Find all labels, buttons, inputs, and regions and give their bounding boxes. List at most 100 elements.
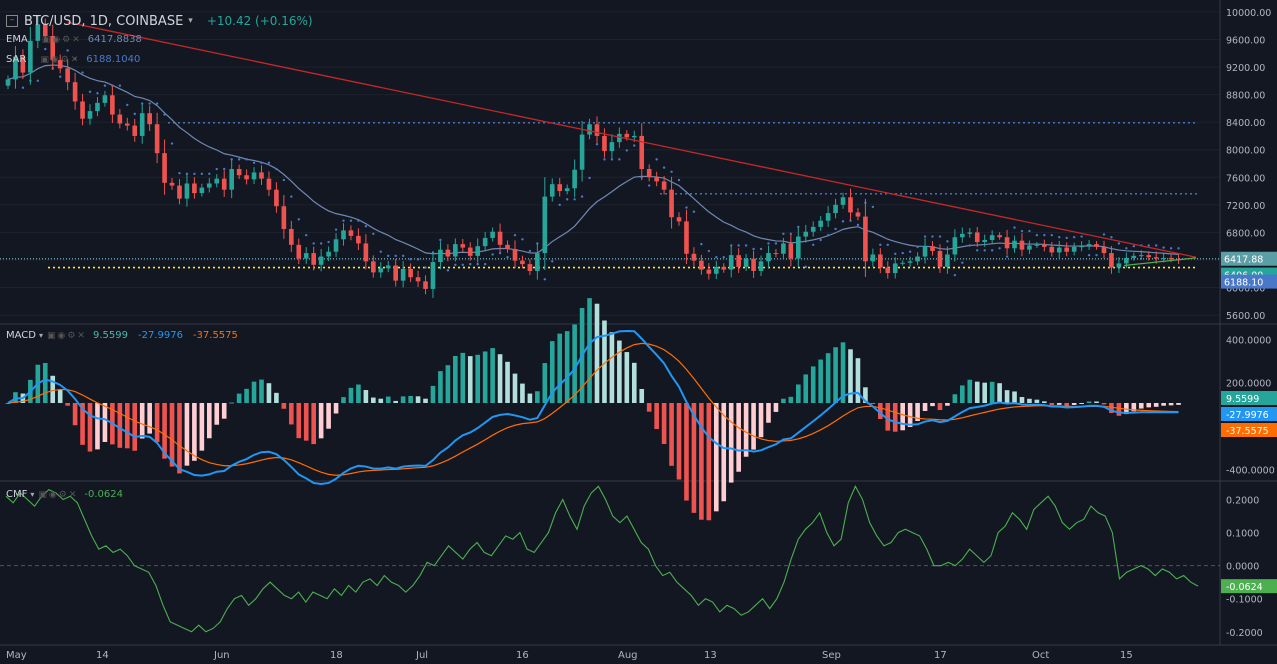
- candle-body: [982, 239, 988, 243]
- sar-dot: [901, 251, 904, 255]
- sar-dot: [797, 225, 800, 229]
- macd-histogram-bar: [1012, 391, 1017, 403]
- sar-dot: [744, 244, 748, 247]
- cmf-legend[interactable]: CMF ▾ ▣◉⚙✕ -0.0624: [6, 489, 123, 500]
- sar-dot: [908, 250, 912, 253]
- macd-legend[interactable]: MACD ▾ ▣◉⚙✕ 9.5599 -27.9976 -37.5575: [6, 330, 238, 341]
- macd-histogram-bar: [572, 324, 577, 403]
- sar-dot: [178, 171, 181, 175]
- macd-histogram-bar: [736, 403, 741, 472]
- sar-dot: [1162, 246, 1165, 249]
- chevron-down-icon[interactable]: ▾: [38, 331, 43, 340]
- macd-histogram-bar: [192, 403, 197, 461]
- sar-dot: [1072, 236, 1076, 239]
- candle-body: [557, 184, 563, 192]
- candle-body: [602, 135, 607, 152]
- sar-dot: [81, 71, 84, 74]
- macd-histogram-bar: [1004, 390, 1010, 403]
- candle-body: [892, 263, 898, 274]
- symbol-title[interactable]: BTC/USD, 1D, COINBASE: [24, 13, 184, 29]
- legend-controls-icon[interactable]: ▣◉⚙✕: [38, 489, 79, 500]
- candle-body: [1027, 245, 1032, 250]
- sar-dot: [439, 238, 442, 242]
- candle-body: [781, 243, 786, 254]
- candle-body: [124, 123, 130, 126]
- candle-body: [274, 189, 279, 207]
- candle-body: [318, 256, 324, 265]
- candle-body: [1079, 246, 1084, 248]
- price-tick-label: 9200.00: [1226, 63, 1265, 74]
- macd-histogram-bar: [177, 403, 182, 474]
- sar-dot: [759, 247, 763, 251]
- sar-dot: [454, 263, 457, 267]
- candle-body: [95, 102, 100, 112]
- sar-dot: [976, 249, 979, 252]
- macd-value-label: -37.5575: [1226, 426, 1269, 437]
- candle-body: [900, 262, 905, 264]
- candle-body: [646, 169, 652, 178]
- time-tick-label: 16: [516, 650, 529, 661]
- macd-histogram-bar: [490, 348, 495, 403]
- sar-dot: [1005, 255, 1009, 258]
- macd-histogram-bar: [1109, 403, 1114, 414]
- sar-dot: [44, 47, 47, 51]
- cmf-value-bg: [1221, 579, 1277, 594]
- macd-histogram-bar: [669, 403, 674, 466]
- price-tick-label: 9600.00: [1226, 35, 1265, 46]
- sar-dot: [1050, 233, 1053, 237]
- ema-legend[interactable]: EMA ▣◉⚙✕ 6417.8838: [6, 34, 142, 45]
- candle-body: [661, 181, 667, 190]
- sar-legend[interactable]: SAR ▣◉⚙✕ 6188.1040: [6, 54, 140, 65]
- price-label-bg: [1221, 274, 1277, 289]
- candle-body: [520, 260, 525, 265]
- chevron-down-icon[interactable]: ▾: [188, 16, 193, 26]
- candle-body: [35, 24, 41, 41]
- sar-dot: [521, 238, 524, 241]
- sar-dot: [36, 79, 40, 83]
- macd-histogram-bar: [1153, 403, 1159, 407]
- price-label: 6188.10: [1224, 278, 1263, 289]
- macd-histogram-bar: [318, 403, 324, 439]
- sar-dot: [894, 252, 897, 255]
- sar-dot: [647, 184, 651, 187]
- price-tick-label: 10000.00: [1226, 8, 1271, 19]
- candle-body: [579, 134, 585, 170]
- legend-controls-icon[interactable]: ▣◉⚙✕: [41, 34, 82, 45]
- macd-histogram-bar: [311, 403, 316, 445]
- sar-dot: [1020, 229, 1024, 233]
- sar-dot: [595, 143, 599, 146]
- macd-histogram-bar: [527, 393, 533, 403]
- legend-controls-icon[interactable]: ▣◉⚙✕: [47, 330, 87, 341]
- sar-dot: [1080, 235, 1083, 238]
- sar-dot: [170, 142, 174, 145]
- candle-body: [184, 183, 190, 199]
- collapse-icon[interactable]: –: [6, 15, 18, 27]
- legend-controls-icon[interactable]: ▣◉⚙✕: [40, 54, 81, 65]
- sar-dot: [730, 244, 733, 247]
- price-tick-label: 7200.00: [1226, 201, 1265, 212]
- macd-histogram-bar: [952, 394, 958, 403]
- chevron-down-icon[interactable]: ▾: [30, 490, 35, 499]
- candle-body: [244, 175, 249, 180]
- candle-body: [385, 265, 391, 269]
- sar-dot: [826, 233, 830, 237]
- candle-body: [333, 239, 339, 252]
- sar-dot: [148, 102, 151, 105]
- sar-dot: [543, 278, 547, 281]
- macd-histogram-bar: [997, 383, 1002, 403]
- macd-histogram-bar: [184, 403, 190, 466]
- time-tick-label: Sep: [822, 650, 841, 661]
- candle-body: [348, 230, 354, 236]
- candle-body: [713, 266, 719, 274]
- macd-histogram-bar: [296, 403, 302, 439]
- sar-dot: [118, 84, 122, 87]
- macd-label: MACD: [6, 330, 36, 341]
- price-tick-label: 8000.00: [1226, 146, 1265, 157]
- macd-histogram-bar: [915, 403, 920, 422]
- candle-body: [408, 268, 413, 278]
- candle-body: [214, 178, 220, 184]
- sar-dot: [990, 249, 994, 252]
- sar-dot: [1087, 253, 1091, 257]
- sar-dot: [1177, 247, 1180, 250]
